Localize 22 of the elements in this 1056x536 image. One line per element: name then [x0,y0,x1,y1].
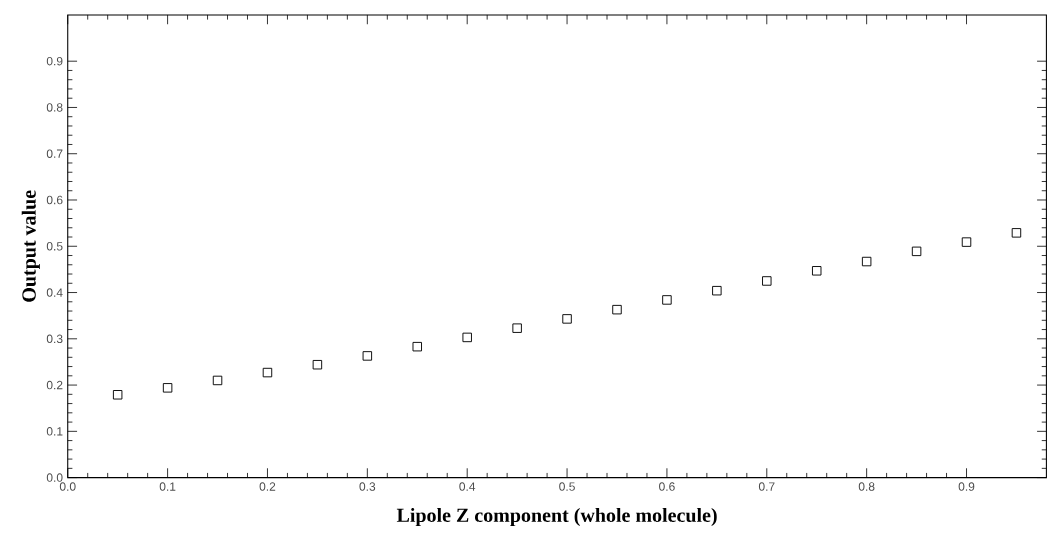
y-axis-title: Output value [21,190,40,302]
y-tick-label: 0.6 [46,195,63,205]
x-tick-label: 0.1 [159,482,176,491]
y-tick-label: 0.9 [46,56,63,66]
x-tick-label: 0.6 [659,482,675,491]
x-tick-label: 0.3 [359,482,376,491]
x-tick-label: 0.5 [559,482,575,491]
y-tick-label: 0.5 [46,242,63,251]
y-tick-label: 0.3 [46,334,63,344]
y-tick-label: 0.7 [46,149,63,158]
x-tick-label: 0.9 [958,482,975,491]
y-tick-label: 0.1 [46,427,63,436]
x-tick-label: 0.2 [259,482,276,491]
x-tick-label: 0.4 [459,482,476,491]
x-tick-label: 0.7 [758,482,775,491]
x-tick-label: 0.8 [858,482,875,491]
y-tick-label: 0.8 [46,103,63,112]
y-tick-label: 0.4 [46,288,63,297]
y-tick-label: 0.2 [46,380,63,390]
y-tick-label: 0.0 [46,473,63,482]
x-tick-label: 0.0 [59,482,76,491]
x-axis-title: Lipole Z component (whole molecule) [396,507,717,527]
